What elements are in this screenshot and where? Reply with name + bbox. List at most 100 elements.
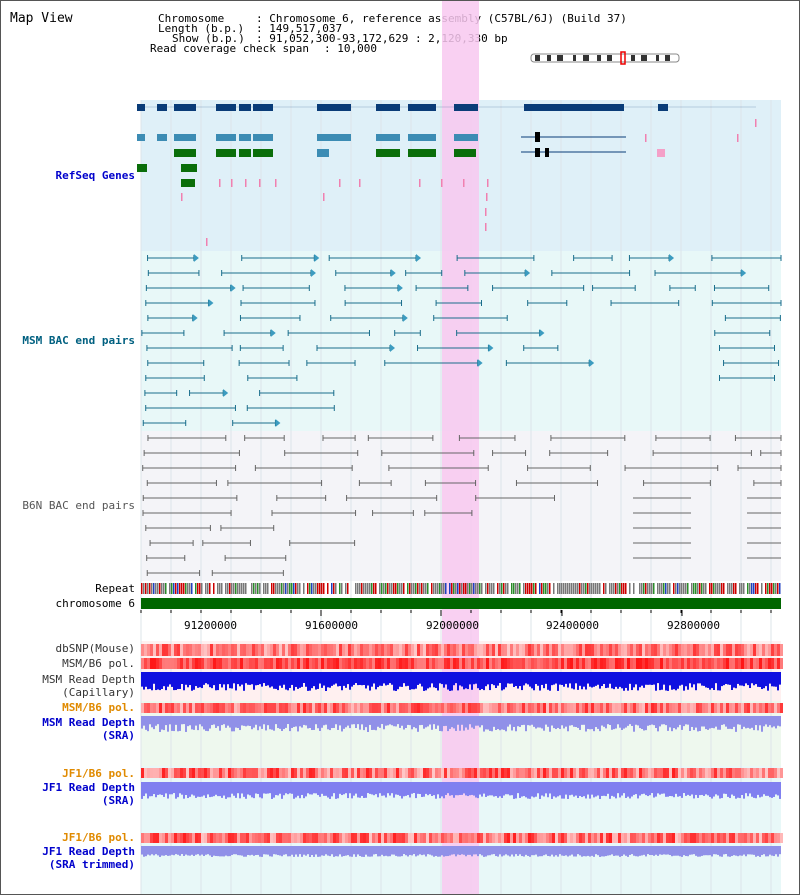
pol-cell bbox=[420, 658, 423, 669]
pol-cell bbox=[438, 644, 441, 656]
depth-bar bbox=[527, 846, 529, 856]
depth-bar bbox=[755, 716, 757, 726]
repeat-mark bbox=[185, 583, 187, 594]
depth-bar bbox=[149, 716, 151, 725]
repeat-mark bbox=[503, 583, 505, 594]
depth-bar bbox=[657, 672, 659, 684]
depth-bar bbox=[591, 716, 593, 730]
pol-cell bbox=[315, 833, 318, 843]
pol-cell bbox=[327, 644, 330, 656]
pol-cell bbox=[324, 768, 327, 778]
depth-bar bbox=[173, 782, 175, 794]
depth-bar bbox=[197, 716, 199, 731]
pol-cell bbox=[180, 644, 183, 656]
depth-bar bbox=[749, 716, 751, 729]
depth-bar bbox=[173, 716, 175, 732]
repeat-mark bbox=[235, 583, 237, 594]
msm-b6-pol-label: MSM/B6 pol. bbox=[62, 657, 135, 670]
pol-cell bbox=[423, 768, 426, 778]
depth-bar bbox=[415, 782, 417, 799]
depth-bar bbox=[759, 782, 761, 798]
depth-bar bbox=[529, 716, 531, 726]
depth-bar bbox=[667, 782, 669, 797]
pol-cell bbox=[747, 768, 750, 778]
pol-cell bbox=[405, 768, 408, 778]
repeat-mark bbox=[155, 583, 157, 594]
depth-bar bbox=[351, 672, 353, 687]
gene-tick bbox=[419, 179, 421, 187]
depth-bar bbox=[773, 716, 775, 727]
depth-bar bbox=[489, 782, 491, 796]
pol-cell bbox=[738, 768, 741, 778]
depth-bar bbox=[371, 716, 373, 730]
pol-cell bbox=[711, 658, 714, 669]
pol-cell bbox=[291, 703, 294, 713]
pol-cell bbox=[594, 768, 597, 778]
repeat-mark bbox=[263, 583, 265, 594]
depth-bar bbox=[691, 846, 693, 855]
depth-bar bbox=[423, 846, 425, 855]
depth-bar bbox=[261, 716, 263, 729]
pol-cell bbox=[366, 768, 369, 778]
repeat-mark bbox=[435, 583, 437, 594]
depth-bar bbox=[327, 846, 329, 856]
depth-bar bbox=[459, 672, 461, 686]
pol-cell bbox=[405, 703, 408, 713]
gene-tick bbox=[181, 193, 183, 201]
depth-bar bbox=[757, 782, 759, 795]
pol-cell bbox=[657, 768, 660, 778]
pol-cell bbox=[297, 644, 300, 656]
depth-bar bbox=[305, 846, 307, 856]
pol-cell bbox=[705, 833, 708, 843]
depth-bar bbox=[473, 672, 475, 685]
depth-bar bbox=[219, 716, 221, 731]
repeat-mark bbox=[679, 583, 681, 594]
pol-cell bbox=[312, 703, 315, 713]
depth-bar bbox=[615, 672, 617, 687]
depth-bar bbox=[581, 782, 583, 798]
pol-cell bbox=[285, 768, 288, 778]
pol-cell bbox=[711, 644, 714, 656]
depth-bar bbox=[233, 672, 235, 684]
depth-bar bbox=[525, 846, 527, 855]
pol-cell bbox=[732, 833, 735, 843]
depth-bar bbox=[231, 782, 233, 794]
depth-bar bbox=[463, 782, 465, 794]
pol-cell bbox=[738, 644, 741, 656]
depth-bar bbox=[567, 672, 569, 688]
depth-bar bbox=[405, 782, 407, 796]
depth-bar bbox=[277, 716, 279, 729]
pol-cell bbox=[651, 768, 654, 778]
depth-bar bbox=[187, 846, 189, 856]
repeat-mark bbox=[159, 583, 161, 594]
depth-bar bbox=[659, 782, 661, 795]
depth-bar bbox=[761, 672, 763, 690]
depth-bar bbox=[607, 672, 609, 688]
depth-bar bbox=[265, 846, 267, 855]
pol-cell bbox=[477, 703, 480, 713]
depth-bar bbox=[503, 672, 505, 690]
depth-bar bbox=[237, 782, 239, 794]
depth-bar bbox=[307, 846, 309, 855]
pol-cell bbox=[162, 658, 165, 669]
repeat-mark bbox=[347, 583, 349, 594]
pol-cell bbox=[276, 644, 279, 656]
depth-bar bbox=[321, 716, 323, 728]
pol-cell bbox=[414, 833, 417, 843]
pol-cell bbox=[660, 833, 663, 843]
depth-bar bbox=[353, 846, 355, 855]
depth-bar bbox=[183, 672, 185, 691]
pol-cell bbox=[330, 768, 333, 778]
pol-cell bbox=[246, 644, 249, 656]
pol-cell bbox=[228, 768, 231, 778]
msm-bac-arrow bbox=[314, 254, 320, 262]
repeat-mark bbox=[643, 583, 645, 594]
depth-bar bbox=[753, 716, 755, 731]
pol-cell bbox=[504, 833, 507, 843]
depth-bar bbox=[159, 782, 161, 795]
pol-cell bbox=[519, 658, 522, 669]
depth-bar bbox=[565, 672, 567, 684]
pol-cell bbox=[189, 644, 192, 656]
depth-bar bbox=[691, 716, 693, 727]
